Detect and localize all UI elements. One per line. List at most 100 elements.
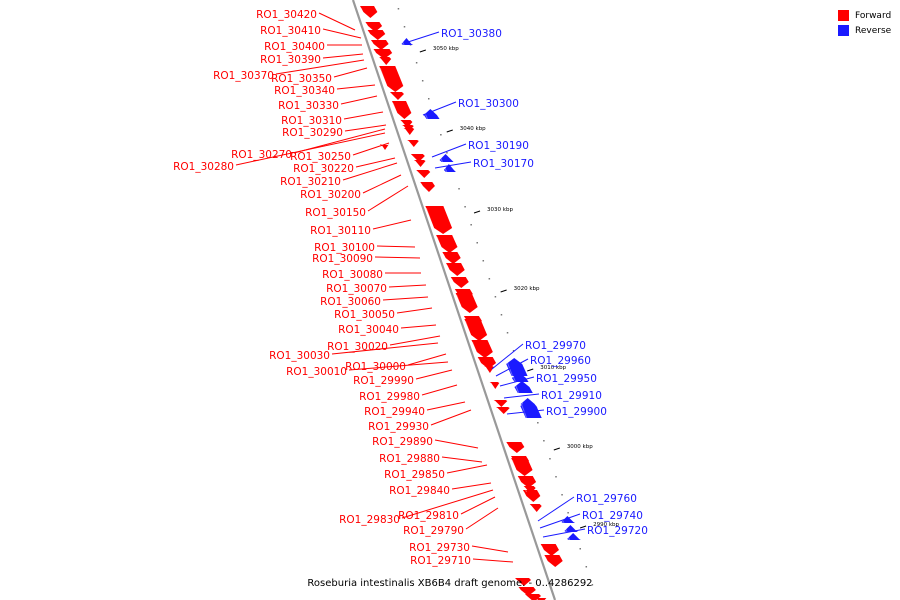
gene-label: RO1_30110 xyxy=(310,225,371,237)
gene-arrow xyxy=(471,340,493,358)
gene-arrow-shade xyxy=(544,556,550,566)
scale-dot xyxy=(567,512,569,514)
gene-arrow xyxy=(403,128,415,135)
gene-arrow-shade xyxy=(402,126,406,131)
tick-mark xyxy=(527,368,534,372)
gene-arrow xyxy=(401,38,414,45)
tick-label: 3010 kbp xyxy=(540,365,566,371)
gene-arrow-shade xyxy=(411,155,415,161)
leader-line xyxy=(355,157,396,168)
scale-dot xyxy=(500,314,503,316)
scale-dot xyxy=(458,188,460,190)
gene-arrow-shade xyxy=(402,41,405,46)
leader-line xyxy=(421,384,458,396)
leader-line xyxy=(389,335,441,346)
leader-line xyxy=(362,174,402,194)
scale-dot xyxy=(488,278,491,280)
gene-arrow-shade xyxy=(511,459,518,475)
gene-arrow xyxy=(416,170,431,178)
gene-label: RO1_30280 xyxy=(173,161,234,173)
gene-arrow-shade xyxy=(512,375,517,383)
gene-label: RO1_30150 xyxy=(305,207,366,219)
gene-label: RO1_30270 xyxy=(231,149,292,161)
gene-label: RO1_29760 xyxy=(576,493,637,505)
gene-arrow-shade xyxy=(414,161,417,166)
genome-axis-line xyxy=(351,0,557,600)
gene-arrow-shade xyxy=(471,341,479,357)
leader-line xyxy=(396,307,433,314)
gene-label: RO1_29730 xyxy=(409,542,470,554)
gene-arrow-shade xyxy=(514,384,520,394)
gene-arrow xyxy=(511,458,533,476)
leader-line xyxy=(539,513,581,529)
leader-line xyxy=(372,219,412,230)
leader-line xyxy=(471,545,509,553)
gene-label: RO1_29720 xyxy=(587,525,648,537)
gene-label: RO1_29990 xyxy=(353,375,414,387)
gene-arrow xyxy=(392,101,412,119)
gene-label: RO1_30050 xyxy=(334,309,395,321)
gene-arrow-shade xyxy=(368,31,372,39)
leader-line xyxy=(495,358,529,377)
leader-line xyxy=(431,143,467,158)
gene-label: RO1_30190 xyxy=(468,140,529,152)
gene-arrow-shade xyxy=(478,358,483,368)
scale-dot xyxy=(555,476,557,478)
leader-line xyxy=(499,376,535,387)
gene-arrow xyxy=(442,252,461,264)
leader-line xyxy=(344,124,387,132)
leader-line xyxy=(348,361,449,371)
gene-arrow xyxy=(389,92,404,100)
gene-label: RO1_29840 xyxy=(389,485,450,497)
leader-line xyxy=(542,528,586,538)
gene-arrow-shade xyxy=(444,167,448,173)
gene-arrow-shade xyxy=(425,207,436,233)
leader-line xyxy=(376,245,416,248)
scale-dot xyxy=(427,98,430,100)
gene-arrow-shade xyxy=(379,58,383,64)
leader-line xyxy=(401,489,494,519)
gene-label: RO1_30400 xyxy=(264,41,325,53)
scale-dot xyxy=(421,80,424,82)
gene-arrow xyxy=(425,206,453,234)
gene-label: RO1_30060 xyxy=(320,296,381,308)
gene-label: RO1_30170 xyxy=(473,158,534,170)
tick-mark xyxy=(500,289,507,293)
scale-dot xyxy=(397,8,400,10)
gene-arrow-shade xyxy=(464,320,473,340)
leader-line xyxy=(352,142,390,156)
gene-arrows xyxy=(360,6,581,600)
gene-arrow xyxy=(540,544,560,556)
gene-label: RO1_29740 xyxy=(582,510,643,522)
gene-arrow xyxy=(561,516,576,523)
gene-label: RO1_30220 xyxy=(293,163,354,175)
leader-line xyxy=(382,296,429,301)
gene-arrow-shade xyxy=(523,491,528,501)
leader-line xyxy=(465,507,499,530)
gene-label: RO1_30420 xyxy=(256,9,317,21)
leader-line xyxy=(441,456,483,463)
leader-line xyxy=(415,369,453,380)
gene-arrow xyxy=(489,382,500,389)
gene-arrow-shade xyxy=(446,264,452,275)
scale-dot xyxy=(512,350,515,352)
gene-arrow xyxy=(506,442,525,453)
gene-arrow-shade xyxy=(442,253,448,263)
gene-label: RO1_29940 xyxy=(364,406,425,418)
gene-arrow xyxy=(410,154,425,162)
gene-arrow xyxy=(370,40,389,50)
gene-arrow-shade xyxy=(524,487,528,493)
scale-dot xyxy=(561,494,563,496)
gene-arrow-shade xyxy=(456,294,464,312)
gene-label: RO1_30300 xyxy=(458,98,519,110)
gene-label: RO1_30410 xyxy=(260,25,321,37)
gene-arrow-shade xyxy=(451,278,456,287)
gene-label: RO1_29970 xyxy=(525,340,586,352)
leader-line xyxy=(388,284,427,288)
gene-arrow-shade xyxy=(416,171,420,177)
gene-arrow xyxy=(464,319,488,341)
tick-label: 3020 kbp xyxy=(514,286,540,292)
gene-arrow-shade xyxy=(541,545,546,555)
gene-arrow-shade xyxy=(567,536,571,541)
gene-label: RO1_30390 xyxy=(260,54,321,66)
